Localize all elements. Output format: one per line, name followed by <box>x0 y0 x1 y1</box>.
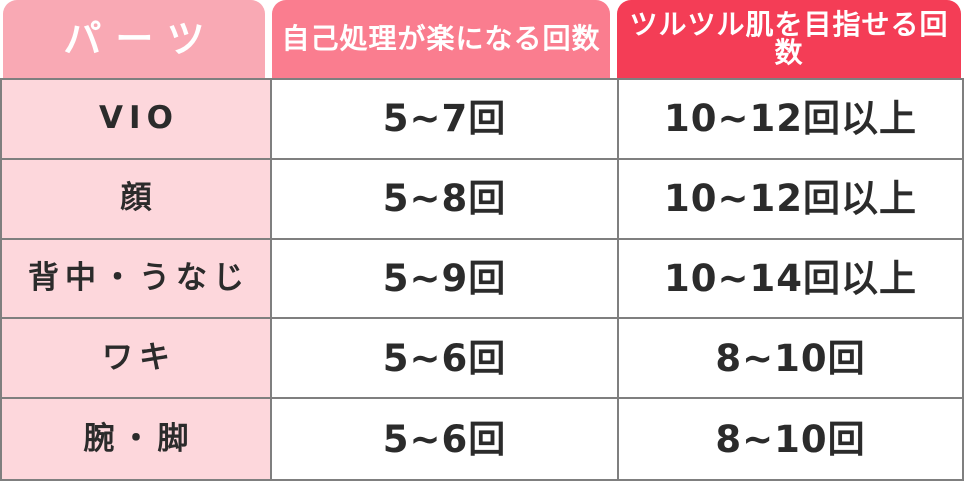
part-cell: 腕・脚 <box>2 399 272 479</box>
column-header-parts: パーツ <box>3 0 265 78</box>
table-body: VIO 5~7回 10~12回以上 顔 5~8回 10~12回以上 背中・うなじ… <box>0 78 964 481</box>
column-header-smooth-skin-count: ツルツル肌を目指せる回数 <box>617 0 961 78</box>
part-cell: ワキ <box>2 319 272 400</box>
part-cell: 背中・うなじ <box>2 239 272 320</box>
column-header-easier-count: 自己処理が楽になる回数 <box>272 0 610 78</box>
part-cell: 顔 <box>2 159 272 240</box>
easier-count-cell: 5~7回 <box>272 80 619 160</box>
table-header-row: パーツ 自己処理が楽になる回数 ツルツル肌を目指せる回数 <box>0 0 964 78</box>
easier-count-cell: 5~6回 <box>272 399 619 479</box>
smooth-count-cell: 10~14回以上 <box>619 239 962 320</box>
smooth-count-cell: 10~12回以上 <box>619 159 962 240</box>
smooth-count-cell: 10~12回以上 <box>619 80 962 160</box>
easier-count-cell: 5~6回 <box>272 319 619 400</box>
easier-count-cell: 5~9回 <box>272 239 619 320</box>
part-cell: VIO <box>2 80 272 160</box>
easier-count-cell: 5~8回 <box>272 159 619 240</box>
smooth-count-cell: 8~10回 <box>619 399 962 479</box>
smooth-count-cell: 8~10回 <box>619 319 962 400</box>
